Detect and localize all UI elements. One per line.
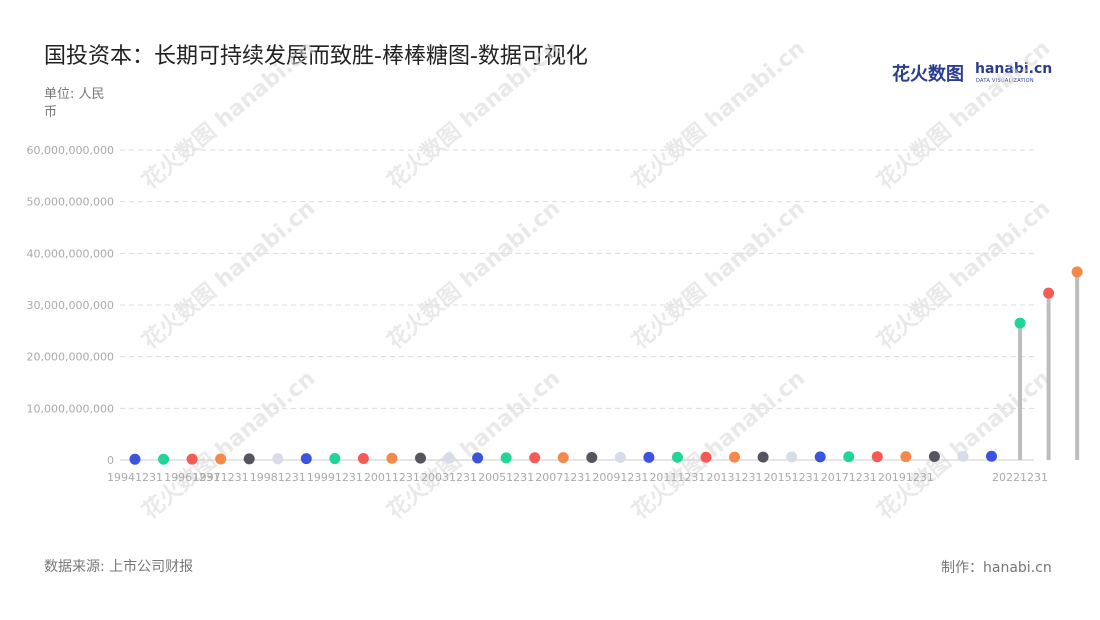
y-tick-label: 40,000,000,000	[27, 247, 114, 260]
logo-sub-text: DATA VISUALIZATION	[976, 78, 1034, 84]
x-tick-label: 19971231	[193, 471, 249, 484]
lollipop-dot	[500, 452, 512, 464]
x-tick-label: 19991231	[307, 471, 363, 484]
unit-label: 单位: 人民币	[44, 87, 105, 120]
lollipop-dot	[814, 451, 826, 463]
watermark-text: 花火数图 hanabi.cn	[137, 365, 320, 524]
y-tick-label: 10,000,000,000	[27, 402, 114, 415]
y-tick-label: 60,000,000,000	[27, 144, 114, 157]
x-tick-label: 20171231	[821, 471, 877, 484]
x-tick-label: 19961231	[164, 471, 220, 484]
x-tick-label: 20131231	[707, 471, 763, 484]
lollipop-dot	[529, 452, 541, 464]
watermark-text: 花火数图 hanabi.cn	[872, 365, 1055, 524]
lollipop-dot	[986, 450, 997, 462]
watermark-text: 花火数图 hanabi.cn	[872, 35, 1055, 194]
lollipop-dot	[871, 451, 883, 463]
lollipop-dot	[843, 451, 855, 463]
watermark-text: 花火数图 hanabi.cn	[627, 195, 810, 354]
logo-en-text: hanabi.cn	[975, 61, 1053, 77]
lollipop-dot	[1014, 317, 1026, 329]
x-tick-label: 20151231	[764, 471, 820, 484]
y-tick-label: 20,000,000,000	[27, 351, 114, 364]
x-tick-label: 20221231	[992, 471, 1048, 484]
watermark-text: 花火数图 hanabi.cn	[382, 35, 565, 194]
data-source: 数据来源: 上市公司财报	[44, 559, 194, 575]
lollipop-dot	[1043, 287, 1055, 299]
lollipop-dot	[671, 451, 683, 463]
lollipop-dot	[386, 452, 398, 464]
lollipop-dot	[643, 451, 655, 463]
lollipop-dot	[472, 452, 484, 464]
lollipop-dot	[786, 451, 798, 463]
x-tick-label: 19941231	[107, 471, 163, 484]
lollipop-dot	[586, 452, 598, 464]
y-tick-label: 0	[107, 454, 114, 467]
y-tick-label: 50,000,000,000	[27, 196, 114, 209]
chart-title: 国投资本：长期可持续发展而致胜-棒棒糖图-数据可视化	[44, 44, 588, 69]
x-tick-label: 20071231	[535, 471, 591, 484]
x-tick-label: 19981231	[250, 471, 306, 484]
x-tick-label: 20111231	[649, 471, 705, 484]
x-tick-label: 20191231	[878, 471, 934, 484]
x-tick-label: 20051231	[478, 471, 534, 484]
x-tick-label: 20011231	[364, 471, 420, 484]
lollipop-dot	[757, 451, 769, 463]
lollipop-dot	[928, 450, 940, 462]
credit-label: 制作：hanabi.cn	[941, 560, 1052, 576]
logo-cn-text: 花火数图	[892, 64, 964, 85]
lollipop-dot	[300, 453, 312, 465]
lollipop-dot	[415, 452, 426, 464]
lollipop-dot	[243, 453, 255, 465]
y-tick-label: 30,000,000,000	[27, 299, 114, 312]
x-tick-label: 20091231	[592, 471, 648, 484]
x-tick-label: 20031231	[421, 471, 477, 484]
lollipop-dot	[900, 451, 912, 463]
watermark-text: 花火数图 hanabi.cn	[137, 35, 320, 194]
watermark-text: 花火数图 hanabi.cn	[872, 195, 1055, 354]
lollipop-dot	[557, 452, 569, 464]
lollipop-dot	[158, 453, 170, 465]
watermark-text: 花火数图 hanabi.cn	[627, 35, 810, 194]
watermark-text: 花火数图 hanabi.cn	[137, 195, 320, 354]
lollipop-dot	[957, 450, 969, 462]
lollipop-dot	[329, 453, 341, 465]
lollipop-dot	[1071, 266, 1083, 278]
lollipop-dot	[186, 453, 198, 465]
lollipop-dot	[700, 451, 712, 463]
lollipop-dot	[614, 451, 626, 463]
watermark-text: 花火数图 hanabi.cn	[627, 365, 810, 524]
lollipop-dot	[443, 452, 455, 464]
lollipop-dot	[129, 453, 141, 465]
lollipop-dot	[729, 451, 741, 463]
watermark-text: 花火数图 hanabi.cn	[382, 365, 565, 524]
lollipop-dot	[357, 453, 369, 465]
watermark-text: 花火数图 hanabi.cn	[382, 195, 565, 354]
lollipop-dot	[215, 453, 227, 465]
lollipop-dot	[272, 453, 284, 465]
